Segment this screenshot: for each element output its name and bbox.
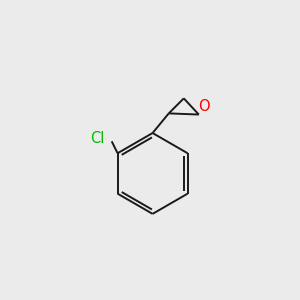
Text: O: O — [198, 99, 210, 114]
Text: Cl: Cl — [90, 131, 104, 146]
